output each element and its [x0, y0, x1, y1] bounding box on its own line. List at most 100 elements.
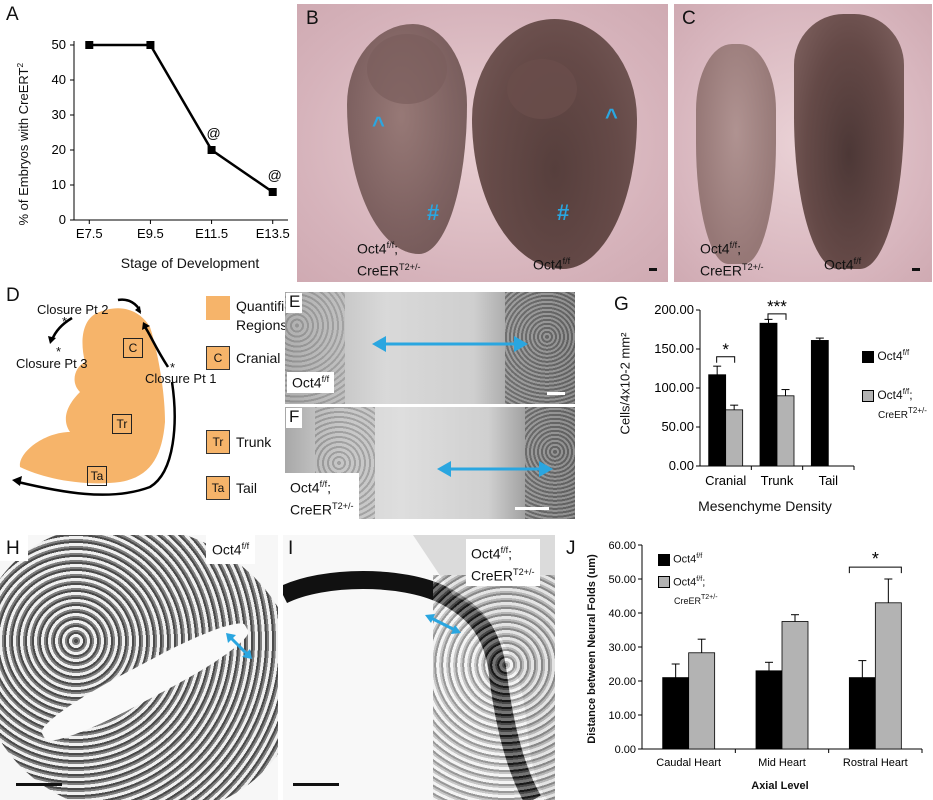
embryo-silhouette	[19, 308, 165, 484]
panel-label-e: E	[289, 292, 301, 311]
g-y-tick-label: 150.00	[654, 341, 694, 356]
panel-j-legend1-text: Oct4	[673, 553, 697, 566]
panel-h-genotype-label: Oct4f/f	[206, 535, 256, 564]
panel-f-scalebar	[515, 507, 549, 510]
caret-marker-right: ^	[605, 104, 618, 129]
arc-closure1-down	[17, 381, 176, 496]
j-bar	[874, 602, 902, 750]
j-bar	[688, 652, 716, 750]
g-y-tick-label: 100.00	[654, 380, 694, 395]
panel-i-right-tissue	[433, 575, 555, 800]
i-label-l1-sup: f/f	[500, 545, 509, 555]
a-y-tick-label: 0	[59, 212, 66, 227]
panel-i-scalebar	[293, 783, 339, 786]
panel-e-double-arrow	[372, 336, 528, 352]
panel-c-label-control: Oct4f/f	[824, 256, 861, 273]
j-y-tick-label: 0.00	[615, 744, 636, 756]
b-label-mutant-l1: Oct4	[357, 240, 387, 257]
a-x-tick-label: E13.5	[256, 226, 290, 241]
panel-e-scalebar	[547, 392, 565, 395]
panel-j-legend2-l2-sup: T2+/-	[701, 594, 718, 602]
a-x-tick-label: E9.5	[137, 226, 164, 241]
panel-g-legend-item1: Oct4f/f	[862, 348, 909, 363]
legend-ta-label: Tail	[236, 480, 258, 496]
embryo-control-head	[507, 59, 577, 119]
legend-c-label: Cranial	[236, 350, 281, 366]
panel-c-photo: Oct4f/f; CreERT2+/- Oct4f/f	[674, 4, 932, 282]
c-label-mutant-l1-sup: f/f	[729, 240, 738, 250]
g-x-tick-label: Trunk	[761, 473, 794, 488]
a-y-tick-label: 20	[52, 142, 66, 157]
panel-g-legend2-l2-sup: T2+/-	[908, 406, 927, 415]
j-bar	[848, 677, 876, 750]
a-y-tick-label: 30	[52, 107, 66, 122]
arrowhead-closure1-down	[12, 476, 22, 486]
panel-g-legend-item2: Oct4f/f; CreERT2+/-	[862, 384, 927, 424]
a-annotation: @	[268, 167, 282, 183]
j-y-tick-label: 20.00	[608, 676, 636, 688]
embryo-c-mutant	[696, 44, 776, 264]
j-sig-star: *	[872, 549, 879, 569]
panel-j-chart: 0.00 10.00 20.00 30.00 40.00 50.00 60.00 Caudal…	[608, 540, 923, 769]
panel-j-xlabel: Axial Level	[751, 780, 809, 792]
j-y-tick-label: 60.00	[608, 540, 636, 552]
panel-h-micrograph: Oct4f/f	[0, 535, 278, 800]
c-label-control-sup: f/f	[853, 256, 862, 266]
panel-g-chart: 0.00 50.00 100.00 150.00 200.00 Cranial Trunk T…	[654, 297, 855, 488]
g-x-tick-label: Cranial	[705, 473, 746, 488]
panel-a-xlabel: Stage of Development	[120, 255, 260, 271]
panel-f-double-arrow	[437, 461, 553, 477]
g-sig-bracket	[767, 313, 787, 320]
legend-quantified-swatch	[206, 296, 230, 320]
panel-i-micrograph: Oct4f/f; CreERT2+/-	[283, 535, 555, 800]
panel-e-genotype-label: Oct4f/f	[287, 372, 335, 393]
f-label-l1-sup: f/f	[319, 479, 328, 489]
g-y-tick-label: 0.00	[669, 458, 694, 473]
f-label-l2-sup: T2+/-	[332, 500, 354, 511]
a-x-tick-label: E7.5	[76, 226, 103, 241]
panel-label-g: G	[614, 294, 629, 315]
a-x-tick-label: E11.5	[195, 226, 228, 241]
i-label-l2-sup: T2+/-	[513, 566, 535, 577]
legend-tr-box: Tr	[206, 430, 230, 454]
b-label-mutant-l1-tail: ;	[394, 240, 399, 257]
f-label-l1-tail: ;	[327, 479, 332, 496]
panel-b-photo: ^ ^ # # Oct4f/f; CreERT2+/- Oct4f/f	[297, 4, 668, 282]
panel-j-legend2-l2: CreER	[674, 595, 702, 606]
g-bar	[725, 409, 744, 467]
panel-g-legend2-l2: CreER	[878, 410, 909, 421]
panel-g-legend2-l1: Oct4	[877, 388, 903, 402]
closure-pt3-star: *	[56, 344, 62, 359]
g-sig-bracket	[716, 356, 736, 363]
a-y-tick-label: 40	[52, 72, 66, 87]
panel-f-genotype-label: Oct4f/f; CreERT2+/-	[285, 473, 359, 519]
embryo-mutant-head	[367, 34, 447, 104]
a-series-line	[89, 43, 274, 194]
panel-g-ylabel: Cells/4x10-2 mm²	[610, 300, 634, 470]
panel-g-legend1-sup: f/f	[902, 348, 910, 357]
i-label-l2: CreER	[471, 567, 514, 584]
panel-g-legend2-l1-sup: f/f	[902, 387, 910, 396]
e-label-sup: f/f	[321, 374, 330, 384]
j-x-tick-label: Mid Heart	[758, 757, 806, 769]
c-label-mutant-l1: Oct4	[700, 240, 730, 257]
panel-c-label-mutant: Oct4f/f; CreERT2+/-	[700, 236, 764, 279]
arrowhead-closure1-up	[142, 322, 150, 330]
panel-j-ylabel-text: Distance between Neural Folds (um)	[586, 554, 598, 744]
region-box-tr: Tr	[112, 414, 132, 434]
j-bar	[781, 621, 809, 750]
panel-d-diagram	[12, 298, 176, 496]
region-box-ta: Ta	[87, 466, 107, 486]
arrowhead-closure2-back	[48, 336, 56, 344]
panel-i-genotype-label: Oct4f/f; CreERT2+/-	[466, 539, 540, 587]
panel-j-ylabel: Distance between Neural Folds (um)	[582, 545, 602, 755]
j-y-tick-label: 30.00	[608, 642, 636, 654]
panel-label-c: C	[682, 8, 696, 29]
closure-pt1-star: *	[170, 360, 176, 375]
panel-h-double-arrow	[226, 633, 252, 659]
closure-pt3-label: Closure Pt 3	[16, 356, 88, 371]
panel-i-tissue-svg	[283, 535, 555, 800]
a-y-tick-label: 50	[52, 37, 66, 52]
hash-marker-left: #	[427, 200, 440, 225]
panel-a-ylabel-sup: 2	[14, 62, 25, 68]
